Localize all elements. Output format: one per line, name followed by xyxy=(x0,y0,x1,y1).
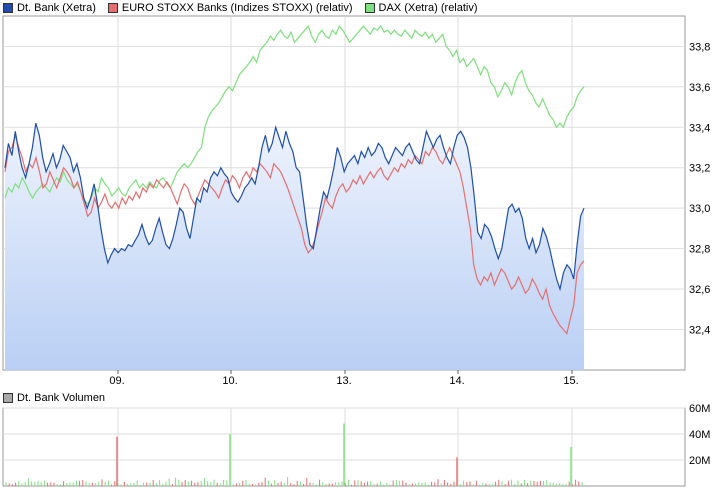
volume-legend-label: Dt. Bank Volumen xyxy=(17,392,106,404)
y-tick-label: 33,8 xyxy=(689,41,710,53)
y-tick-label: 32,8 xyxy=(689,244,710,256)
legend-swatch-euro-stoxx-banks xyxy=(107,3,118,13)
x-tick-label: 10. xyxy=(222,375,237,387)
legend-item-dt-bank: Dt. Bank (Xetra) xyxy=(3,2,96,14)
y-tick-label: 32,4 xyxy=(689,325,710,337)
legend-label-euro-stoxx-banks: EURO STOXX Banks (Indizes STOXX) (relati… xyxy=(121,2,353,14)
x-tick-label: 14. xyxy=(449,375,464,387)
series-line-euro-stoxx-banks xyxy=(4,133,585,335)
y-tick-label: 33,4 xyxy=(689,122,710,134)
legend-label-dax: DAX (Xetra) (relativ) xyxy=(378,2,478,14)
legend-swatch-dax xyxy=(364,3,375,13)
series-area-dt-bank xyxy=(5,123,584,370)
volume-y-tick-label: 40M xyxy=(689,429,710,441)
x-tick-label: 15. xyxy=(563,375,578,387)
legend-item-euro-stoxx-banks: EURO STOXX Banks (Indizes STOXX) (relati… xyxy=(107,2,353,14)
series-line-dt-bank xyxy=(4,123,585,292)
volume-legend: Dt. Bank Volumen xyxy=(3,392,105,404)
volume-legend-swatch xyxy=(3,393,13,403)
x-tick-label: 13. xyxy=(336,375,351,387)
y-tick-label: 33,0 xyxy=(689,203,710,215)
series-line-dax xyxy=(4,24,585,206)
legend-label-dt-bank: Dt. Bank (Xetra) xyxy=(17,2,96,14)
x-tick-label: 09. xyxy=(109,375,124,387)
chart-legend: Dt. Bank (Xetra) EURO STOXX Banks (Indiz… xyxy=(3,0,490,16)
legend-item-dax: DAX (Xetra) (relativ) xyxy=(364,2,478,14)
y-tick-label: 32,6 xyxy=(689,284,710,296)
y-tick-label: 33,6 xyxy=(689,82,710,94)
y-tick-label: 33,2 xyxy=(689,163,710,175)
legend-swatch-dt-bank xyxy=(3,3,13,13)
volume-y-tick-label: 60M xyxy=(689,403,710,415)
volume-y-tick-label: 20M xyxy=(689,455,710,467)
